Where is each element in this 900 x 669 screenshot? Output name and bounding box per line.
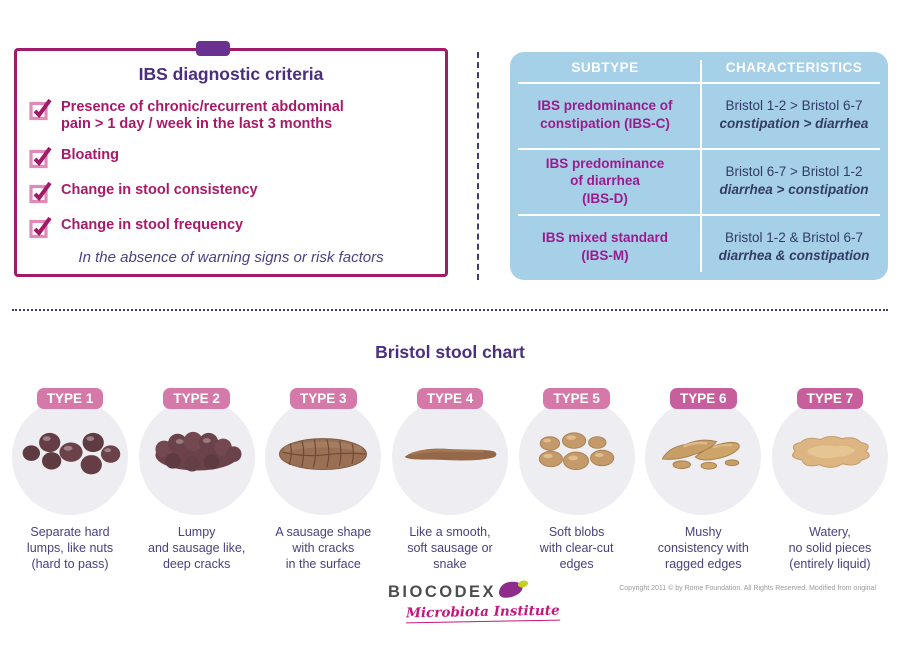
criteria-item-text: Change in stool consistency	[61, 182, 258, 199]
characteristic-main: Bristol 6-7 > Bristol 1-2	[725, 164, 863, 180]
ibs-criteria-box: IBS diagnostic criteria Presence of chro…	[14, 48, 448, 277]
copyright-text: Copyright 2011 © by Rome Foundation. All…	[619, 585, 876, 592]
bristol-chart-title: Bristol stool chart	[375, 342, 525, 362]
checkbox-icon	[29, 217, 52, 239]
table-header-characteristics: CHARACTERISTICS	[725, 59, 863, 75]
characteristic-detail: diarrhea & constipation	[718, 248, 870, 263]
stool-type: TYPE 1 Separate hard lumps, like nuts (hard…	[12, 388, 128, 572]
criteria-item-text: Bloating	[61, 147, 119, 164]
biocodex-logo: BIOCODEX Microbiota Institute	[388, 580, 560, 624]
checkbox-icon	[29, 182, 52, 204]
characteristic-main: Bristol 1-2 > Bristol 6-7	[725, 98, 863, 114]
criteria-title: IBS diagnostic criteria	[138, 64, 324, 84]
stool-circle	[265, 399, 382, 515]
type-badge: TYPE 7	[796, 388, 864, 409]
checkbox-icon	[29, 98, 52, 121]
table-column-divider	[700, 60, 702, 272]
criteria-item: Presence of chronic/recurrent abdominal p…	[29, 96, 437, 133]
characteristic-detail: diarrhea > constipation	[719, 182, 869, 197]
table-row: IBS predominance of diarrhea (IBS-D) Bristo…	[510, 148, 888, 214]
stool-circle	[391, 399, 508, 515]
stool-circle	[138, 399, 255, 515]
types-row: TYPE 1 Separate hard lumps, like nuts (hard…	[12, 388, 888, 572]
biocodex-leaf-icon	[499, 580, 529, 598]
stool-illustration	[155, 431, 242, 472]
type-description: Watery, no solid pieces (entirely liquid)	[788, 525, 872, 571]
characteristic-detail: constipation > diarrhea	[719, 116, 869, 131]
stool-illustration	[538, 432, 614, 471]
stool-illustration	[279, 438, 368, 471]
stool-circle	[771, 399, 888, 515]
biocodex-logo-tagline: Microbiota Institute	[405, 602, 560, 624]
stool-circle	[518, 399, 635, 515]
criteria-item: Change in stool frequency	[29, 214, 437, 239]
characteristic-main: Bristol 1-2 & Bristol 6-7	[724, 230, 864, 246]
stool-type: TYPE 6 Mushy consistency with ragged edges	[645, 388, 762, 572]
type-description: A sausage shape with cracks in the surface	[275, 525, 372, 571]
biocodex-logo-main: BIOCODEX	[388, 580, 560, 603]
table-row: IBS mixed standard (IBS-M) Bristol 1-2 & B…	[510, 214, 888, 280]
type-badge: TYPE 1	[36, 388, 104, 409]
stool-illustration	[404, 448, 497, 461]
stool-type: TYPE 2 Lumpy and sausage like, deep cracks	[138, 388, 255, 572]
stool-circle	[12, 399, 128, 515]
stool-type: TYPE 4 Like a smooth, soft sausage or snake	[391, 388, 508, 572]
checkbox-icon	[29, 147, 52, 169]
characteristics-cell: Bristol 1-2 > Bristol 6-7 constipation > …	[700, 97, 888, 132]
stool-type: TYPE 5 Soft blobs with clear-cut edges	[518, 388, 635, 572]
biocodex-logo-text: BIOCODEX	[388, 583, 497, 601]
table-header-row: SUBTYPE CHARACTERISTICS	[510, 52, 888, 82]
characteristics-cell: Bristol 6-7 > Bristol 1-2 diarrhea > cons…	[700, 163, 888, 198]
table-row: IBS predominance of constipation (IBS-C) B…	[510, 82, 888, 148]
dotted-separator	[12, 309, 888, 311]
characteristics-cell: Bristol 1-2 & Bristol 6-7 diarrhea & cons…	[700, 229, 888, 264]
subtype-cell: IBS mixed standard (IBS-M)	[541, 230, 669, 263]
criteria-item-text: Presence of chronic/recurrent abdominal p…	[61, 99, 344, 133]
criteria-item: Bloating	[29, 144, 437, 169]
type-badge: TYPE 2	[163, 388, 230, 409]
type-description: Separate hard lumps, like nuts (hard to pa…	[26, 525, 114, 571]
ibs-subtype-table: SUBTYPE CHARACTERISTICS IBS predominance…	[510, 52, 888, 280]
subtype-table-rows: IBS predominance of constipation (IBS-C) B…	[510, 82, 888, 280]
stool-type: TYPE 7 Watery, no solid pieces (entirely li…	[771, 388, 888, 572]
type-description: Soft blobs with clear-cut edges	[539, 525, 614, 571]
type-badge: TYPE 4	[416, 388, 484, 409]
vertical-dashed-divider	[477, 52, 479, 280]
type-badge: TYPE 5	[543, 388, 610, 409]
stool-illustration	[791, 435, 870, 468]
stool-type: TYPE 3 A sausage shape with cracks in the s…	[265, 388, 382, 572]
criteria-box-tab	[196, 41, 230, 56]
stool-circle	[645, 399, 762, 515]
type-description: Like a smooth, soft sausage or snake	[407, 525, 493, 571]
type-description: Lumpy and sausage like, deep cracks	[148, 525, 246, 571]
type-description: Mushy consistency with ragged edges	[657, 525, 749, 571]
type-badge: TYPE 3	[290, 388, 357, 409]
table-header-subtype: SUBTYPE	[571, 59, 639, 75]
criteria-item: Change in stool consistency	[29, 179, 437, 204]
subtype-cell: IBS predominance of diarrhea (IBS-D)	[545, 155, 665, 206]
criteria-list: Presence of chronic/recurrent abdominal p…	[29, 96, 437, 239]
criteria-footnote: In the absence of warning signs or risk …	[78, 249, 384, 267]
criteria-item-text: Change in stool frequency	[61, 217, 244, 234]
subtype-cell: IBS predominance of constipation (IBS-C)	[537, 98, 673, 131]
type-badge: TYPE 6	[670, 388, 737, 409]
stool-illustration	[22, 432, 121, 475]
stool-illustration	[661, 439, 740, 470]
